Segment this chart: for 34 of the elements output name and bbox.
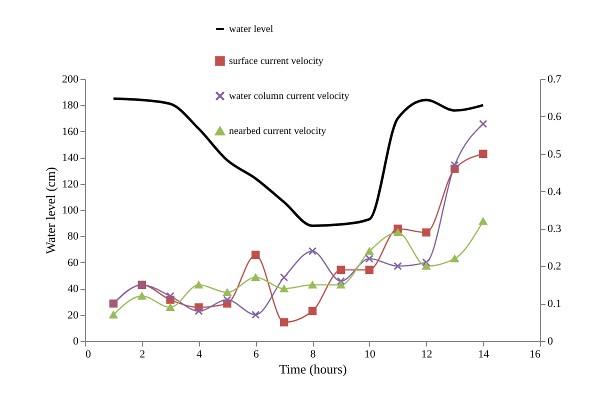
x-tick-label: 12 [421,348,432,360]
y-tick-label: 80 [68,230,79,243]
y-axis-title: Water level (cm) [43,166,58,254]
y-tick-label: 20 [68,309,79,322]
y-tick-label: 0 [73,336,79,348]
y-tick-label: 180 [62,100,79,112]
legend-label: surface current velocity [229,56,324,67]
y2-tick-label: 0 [548,336,554,348]
x-tick-label: 16 [530,348,541,360]
x-axis-title: Time (hours) [279,362,347,376]
x-tick-label: 0 [86,348,92,360]
legend-label: nearbed current velocity [229,126,326,137]
x-tick-label: 6 [253,348,260,360]
y-tick-label: 60 [68,256,79,269]
x-tick-label: 2 [140,348,146,360]
x-tick-label: 8 [310,348,316,360]
y2-tick-label: 0.5 [548,148,562,160]
y-tick-label: 160 [62,126,79,138]
y-tick-label: 200 [62,74,79,86]
y-tick-label: 140 [62,152,79,164]
y2-tick-label: 0.1 [548,298,562,310]
x-tick-label: 10 [364,348,376,360]
legend-label: water column current velocity [229,91,350,102]
y2-tick-label: 0.2 [548,260,562,273]
x-tick-label: 14 [478,348,490,360]
x-tick-label: 4 [196,348,202,360]
legend-label: water level [229,24,274,35]
y-tick-label: 100 [62,204,79,216]
y2-tick-label: 0.6 [548,110,562,123]
y2-tick-label: 0.4 [548,186,562,198]
y2-tick-label: 0.3 [548,223,562,236]
y-tick-label: 120 [62,178,79,190]
y-tick-label: 40 [68,283,79,296]
y2-tick-label: 0.7 [548,74,562,86]
